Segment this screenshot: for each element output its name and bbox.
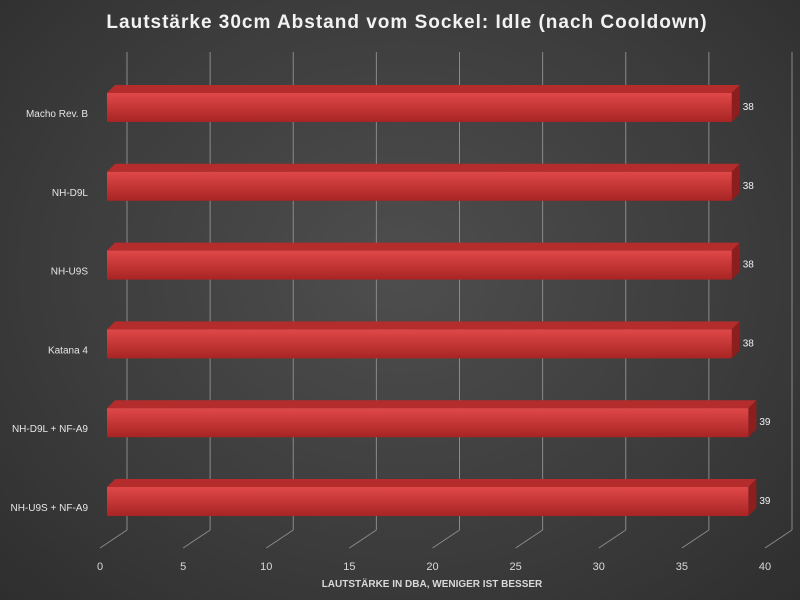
- bar-top: [107, 400, 757, 409]
- chart-title: Lautstärke 30cm Abstand vom Sockel: Idle…: [106, 12, 707, 33]
- x-tick-label: 15: [343, 561, 355, 573]
- bar-front: [107, 93, 732, 122]
- x-tick-label: 30: [593, 561, 605, 573]
- floor-line: [265, 529, 294, 549]
- data-label: 38: [743, 260, 755, 271]
- bar-side: [731, 163, 740, 201]
- bar: 39: [107, 479, 771, 516]
- x-tick-label: 0: [97, 561, 103, 573]
- category-label: Macho Rev. B: [26, 109, 88, 120]
- category-label: NH-U9S + NF-A9: [10, 503, 88, 514]
- data-label: 38: [743, 338, 755, 349]
- bar-front: [107, 487, 749, 516]
- bar: 38: [107, 321, 755, 359]
- floor-line: [182, 529, 211, 549]
- bar-side: [731, 85, 740, 122]
- data-label: 38: [743, 102, 755, 113]
- data-label: 38: [743, 181, 755, 192]
- x-tick-label: 25: [510, 561, 522, 573]
- floor-line: [432, 529, 460, 549]
- bar-side: [731, 321, 740, 359]
- bar-side: [731, 242, 740, 280]
- x-tick-label: 20: [426, 561, 438, 573]
- x-tick-label: 35: [676, 561, 688, 573]
- x-tick-label: 5: [180, 561, 186, 573]
- bar-side: [748, 400, 757, 438]
- bar: 39: [107, 400, 771, 438]
- category-label: NH-U9S: [51, 267, 89, 278]
- category-label: Katana 4: [48, 345, 88, 356]
- floor-line: [681, 529, 710, 549]
- bar: 38: [107, 242, 755, 280]
- category-label: NH-D9L: [52, 188, 89, 199]
- data-label: 39: [759, 417, 771, 428]
- bar-top: [107, 85, 740, 93]
- data-label: 39: [759, 496, 771, 507]
- bar: 38: [107, 163, 755, 201]
- bar-front: [107, 329, 732, 359]
- category-label: NH-D9L + NF-A9: [12, 424, 88, 435]
- bar-top: [107, 321, 740, 330]
- x-tick-label: 40: [759, 561, 771, 573]
- bar-top: [107, 479, 757, 487]
- floor-line: [99, 529, 128, 549]
- bar-top: [107, 242, 740, 251]
- floor-line: [598, 529, 627, 549]
- bar-front: [107, 250, 732, 280]
- x-axis-label: LAUTSTÄRKE IN DBA, WENIGER IST BESSER: [322, 577, 543, 590]
- floor-line: [764, 529, 793, 549]
- bar: 38: [107, 85, 754, 122]
- floor-line: [515, 529, 543, 549]
- x-tick-label: 10: [260, 561, 272, 573]
- bar-front: [107, 408, 749, 438]
- bar-front: [107, 171, 732, 201]
- bar-side: [748, 479, 757, 516]
- floor-line: [349, 529, 377, 549]
- bar-top: [107, 163, 740, 172]
